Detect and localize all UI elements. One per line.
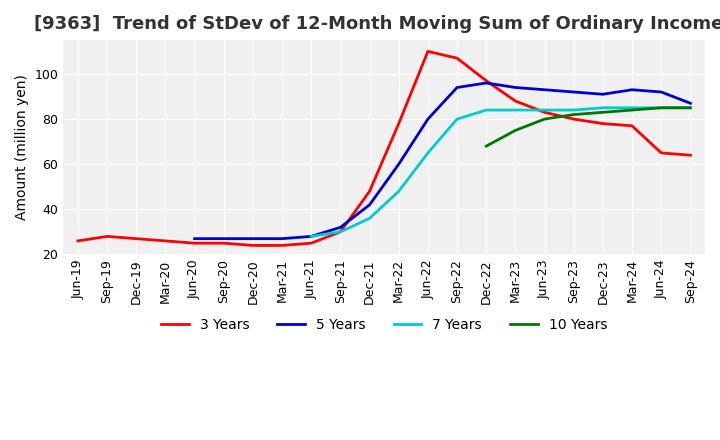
Title: [9363]  Trend of StDev of 12-Month Moving Sum of Ordinary Incomes: [9363] Trend of StDev of 12-Month Moving… bbox=[34, 15, 720, 33]
Y-axis label: Amount (million yen): Amount (million yen) bbox=[15, 74, 29, 220]
Legend: 3 Years, 5 Years, 7 Years, 10 Years: 3 Years, 5 Years, 7 Years, 10 Years bbox=[156, 312, 613, 337]
